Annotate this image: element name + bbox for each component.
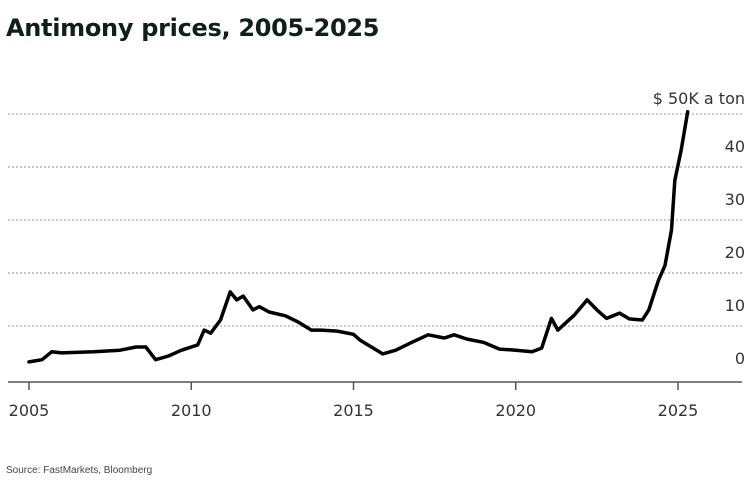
y-tick-label: 0 bbox=[735, 349, 745, 368]
x-tick-label: 2025 bbox=[658, 401, 699, 420]
y-tick-label: 20 bbox=[725, 243, 745, 262]
x-tick-label: 2015 bbox=[333, 401, 374, 420]
y-tick-label: 10 bbox=[725, 296, 745, 315]
x-tick-label: 2020 bbox=[495, 401, 536, 420]
x-tick-label: 2005 bbox=[9, 401, 50, 420]
unit-label: $ 50K a ton bbox=[653, 89, 745, 108]
chart-title: Antimony prices, 2005-2025 bbox=[6, 14, 380, 42]
y-tick-label: 30 bbox=[725, 190, 745, 209]
x-tick-label: 2010 bbox=[171, 401, 212, 420]
source-note: Source: FastMarkets, Bloomberg bbox=[6, 465, 153, 476]
price-line bbox=[27, 109, 690, 364]
y-tick-label: 40 bbox=[725, 137, 745, 156]
